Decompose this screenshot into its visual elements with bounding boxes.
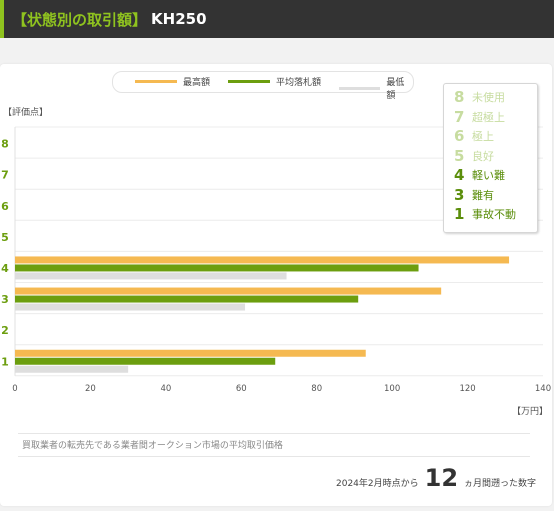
y-tick-label: 7 [1,169,9,182]
legend-swatch-min [339,86,381,90]
header-model-name: KH250 [151,10,207,28]
x-tick-label: 140 [535,384,551,394]
condition-label: 事故不動 [472,208,516,221]
x-tick-label: 60 [236,384,247,394]
y-tick-label: 8 [1,138,9,151]
legend-label-average: 平均落札額 [276,78,322,88]
header-title-bracket: 【状態別の取引額】 [12,10,148,29]
y-axis-unit: 【評価点】 [3,108,49,118]
bar-min-rating-1 [15,365,129,373]
divider-top [18,433,530,434]
condition-label: 良好 [472,149,494,163]
condition-number: 8 [454,88,465,106]
condition-number: 4 [454,166,465,184]
period-months: 12 [424,464,459,492]
y-tick-label: 3 [1,293,9,306]
x-tick-label: 20 [85,384,96,394]
page-header: 【状態別の取引額】 KH250 [0,0,554,38]
condition-item: 4 軽い難 [454,166,505,184]
condition-number: 5 [454,146,465,165]
period-prefix: 2024年2月時点から [336,479,419,489]
legend-swatch-average [228,80,270,83]
condition-label: 未使用 [472,91,505,104]
condition-item: 6 極上 [454,127,494,145]
x-tick-label: 40 [160,384,171,394]
condition-legend-box: 8 未使用 7 超極上 6 極上 5 良好 4 軽い難 3 難有 1 事故不動 [443,83,538,233]
footnote: 買取業者の転売先である業者間オークション市場の平均取引価格 [22,441,283,451]
divider-bottom [18,456,530,457]
y-tick-label: 6 [1,200,9,213]
y-tick-label: 5 [1,231,9,244]
condition-number: 6 [454,127,465,145]
condition-item: 8 未使用 [454,88,505,106]
bar-min-rating-3 [15,303,246,311]
condition-label: 超極上 [472,110,505,124]
condition-number: 7 [454,107,465,126]
y-tick-label: 4 [1,262,9,275]
bar-average-rating-3 [15,295,359,303]
condition-label: 難有 [472,188,494,202]
legend-label-min: 最低額 [386,78,405,101]
x-tick-label: 120 [459,384,475,394]
period-suffix: ヵ月間遡った数字 [464,479,537,489]
bar-average-rating-1 [15,357,276,365]
legend-label-max: 最高額 [183,78,211,88]
bar-average-rating-4 [15,264,419,272]
bar-max-rating-1 [15,349,366,357]
y-tick-label: 2 [1,324,9,337]
legend-item-average: 平均落札額 [228,75,321,88]
condition-number: 1 [454,205,465,223]
x-tick-label: 80 [311,384,322,394]
bar-min-rating-4 [15,272,287,280]
condition-item: 3 難有 [454,186,494,204]
condition-item: 5 良好 [454,147,494,165]
condition-item: 1 事故不動 [454,205,516,223]
condition-label: 極上 [472,130,494,143]
y-tick-label: 1 [1,355,9,368]
x-axis-unit: 【万円】 [512,407,549,417]
x-tick-label: 100 [384,384,400,394]
condition-number: 3 [454,185,465,204]
legend-item-min: 最低額 [339,75,413,101]
bar-max-rating-3 [15,287,442,295]
chart-legend: 最高額 平均落札額 最低額 [112,71,414,101]
condition-label: 軽い難 [472,169,505,182]
bar-max-rating-4 [15,256,510,264]
legend-item-max: 最高額 [135,75,210,88]
legend-swatch-max [135,80,177,83]
condition-item: 7 超極上 [454,108,505,126]
x-tick-label: 0 [12,384,17,394]
period-note: 2024年2月時点から 12 ヵ月間遡った数字 [336,464,536,492]
